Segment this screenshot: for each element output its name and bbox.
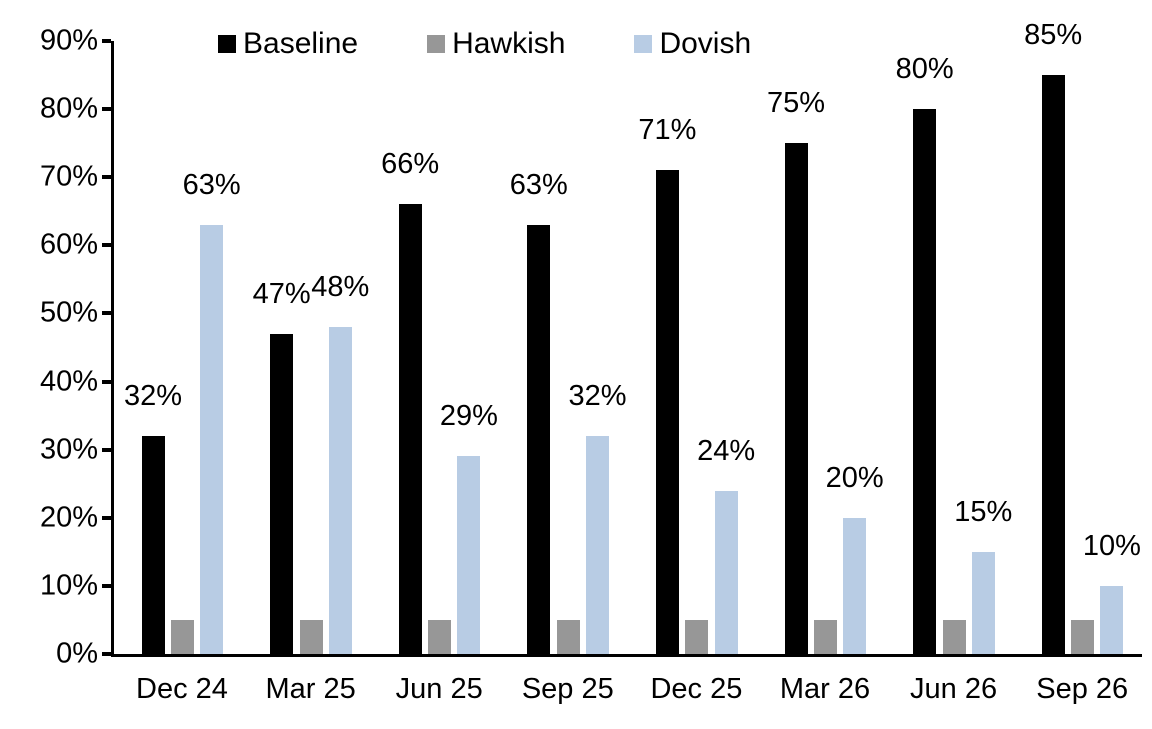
y-tick-40 bbox=[102, 379, 111, 384]
bar-hawkish-sep-26 bbox=[1071, 619, 1095, 654]
legend-label-hawkish: Hawkish bbox=[452, 27, 566, 60]
bar-value-label-baseline-mar-25: 47% bbox=[252, 277, 311, 310]
y-axis-label-60: 60% bbox=[39, 228, 98, 261]
legend-entry-baseline: Baseline bbox=[218, 27, 358, 61]
y-axis-label-0: 0% bbox=[56, 637, 98, 670]
y-axis-label-80: 80% bbox=[39, 92, 98, 125]
y-axis-label-30: 30% bbox=[39, 433, 98, 466]
bar-value-label-baseline-mar-26: 75% bbox=[766, 87, 826, 120]
bar-baseline-jun-26 bbox=[913, 109, 937, 654]
x-axis-label-jun-26: Jun 26 bbox=[910, 673, 998, 705]
bar-value-label-baseline-jun-25: 66% bbox=[381, 148, 440, 181]
bar-value-label-baseline-sep-25: 63% bbox=[509, 168, 568, 201]
bar-hawkish-dec-24 bbox=[171, 619, 194, 654]
bar-baseline-mar-26 bbox=[784, 143, 808, 654]
bar-value-label-baseline-dec-25: 71% bbox=[638, 114, 697, 147]
bar-value-label-baseline-sep-26: 85% bbox=[1024, 19, 1083, 52]
y-axis-label-10: 10% bbox=[39, 569, 98, 602]
bar-hawkish-mar-26 bbox=[814, 619, 837, 654]
x-axis-label-mar-25: Mar 25 bbox=[265, 673, 356, 705]
bar-baseline-sep-26 bbox=[1041, 75, 1065, 654]
x-axis-label-sep-26: Sep 26 bbox=[1036, 673, 1129, 705]
bar-hawkish-dec-25 bbox=[685, 619, 709, 654]
bar-value-label-dovish-dec-25: 24% bbox=[697, 434, 756, 467]
x-axis-label-jun-25: Jun 25 bbox=[395, 673, 483, 705]
y-tick-80 bbox=[102, 107, 111, 112]
bar-dovish-jun-25 bbox=[457, 456, 481, 654]
bar-dovish-mar-26 bbox=[843, 517, 867, 654]
x-axis-label-dec-24: Dec 24 bbox=[136, 673, 228, 705]
bar-value-label-dovish-jun-25: 29% bbox=[439, 400, 498, 433]
bar-dovish-jun-26 bbox=[971, 551, 995, 654]
bar-hawkish-jun-25 bbox=[428, 619, 452, 654]
legend-entry-dovish: Dovish bbox=[634, 27, 751, 61]
bar-baseline-sep-25 bbox=[527, 224, 551, 654]
x-axis-label-mar-26: Mar 26 bbox=[779, 673, 871, 705]
bar-dovish-sep-25 bbox=[586, 436, 609, 654]
bar-dovish-sep-26 bbox=[1100, 585, 1124, 654]
bar-baseline-jun-25 bbox=[398, 204, 422, 654]
bar-hawkish-jun-26 bbox=[942, 619, 966, 654]
y-axis-label-20: 20% bbox=[39, 501, 98, 534]
bar-hawkish-mar-25 bbox=[299, 619, 323, 654]
x-axis-label-sep-25: Sep 25 bbox=[521, 673, 614, 705]
bar-dovish-dec-24 bbox=[200, 224, 224, 654]
bar-value-label-dovish-jun-26: 15% bbox=[954, 495, 1013, 528]
y-tick-0 bbox=[102, 652, 111, 656]
y-tick-10 bbox=[102, 583, 111, 588]
legend-swatch-baseline bbox=[218, 35, 236, 53]
y-tick-90 bbox=[102, 39, 111, 43]
legend-label-dovish: Dovish bbox=[659, 27, 752, 60]
legend: Baseline Hawkish Dovish bbox=[218, 27, 751, 61]
bar-dovish-dec-25 bbox=[714, 490, 738, 654]
bar-value-label-dovish-sep-25: 32% bbox=[568, 380, 627, 413]
bar-value-label-dovish-mar-25: 48% bbox=[311, 271, 370, 304]
legend-label-baseline: Baseline bbox=[243, 27, 359, 60]
bar-value-label-dovish-dec-24: 63% bbox=[182, 168, 241, 201]
bar-value-label-baseline-dec-24: 32% bbox=[123, 380, 183, 413]
plot-area bbox=[111, 41, 1142, 657]
legend-swatch-dovish bbox=[634, 35, 653, 53]
y-axis-label-70: 70% bbox=[39, 160, 98, 193]
y-axis-label-90: 90% bbox=[39, 24, 98, 57]
legend-swatch-hawkish bbox=[427, 35, 446, 53]
legend-entry-hawkish: Hawkish bbox=[427, 27, 565, 61]
bar-value-label-dovish-sep-26: 10% bbox=[1082, 529, 1141, 562]
y-tick-30 bbox=[102, 447, 111, 452]
y-tick-20 bbox=[102, 515, 111, 520]
bar-baseline-dec-25 bbox=[655, 170, 679, 654]
bar-hawkish-sep-25 bbox=[556, 619, 580, 654]
bar-dovish-mar-25 bbox=[328, 327, 352, 654]
y-tick-50 bbox=[102, 311, 111, 316]
bar-value-label-baseline-jun-26: 80% bbox=[895, 53, 954, 86]
y-tick-70 bbox=[102, 175, 111, 180]
bar-baseline-mar-25 bbox=[270, 333, 294, 654]
bar-value-label-dovish-mar-26: 20% bbox=[825, 461, 884, 494]
y-tick-60 bbox=[102, 243, 111, 248]
bar-baseline-dec-24 bbox=[141, 436, 165, 654]
x-axis-label-dec-25: Dec 25 bbox=[650, 673, 743, 705]
y-axis-label-40: 40% bbox=[39, 365, 98, 398]
y-axis-label-50: 50% bbox=[39, 296, 98, 329]
